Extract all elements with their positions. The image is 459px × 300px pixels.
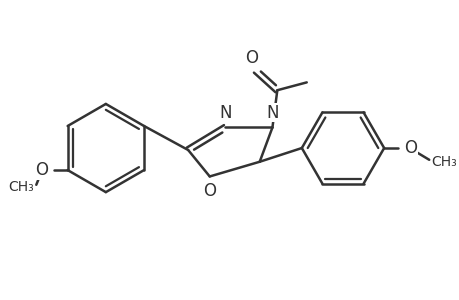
- Text: CH₃: CH₃: [9, 180, 34, 194]
- Text: N: N: [218, 103, 231, 122]
- Text: O: O: [403, 139, 416, 157]
- Text: O: O: [245, 49, 258, 67]
- Text: O: O: [35, 161, 48, 179]
- Text: N: N: [266, 103, 278, 122]
- Text: O: O: [203, 182, 216, 200]
- Text: CH₃: CH₃: [430, 155, 456, 169]
